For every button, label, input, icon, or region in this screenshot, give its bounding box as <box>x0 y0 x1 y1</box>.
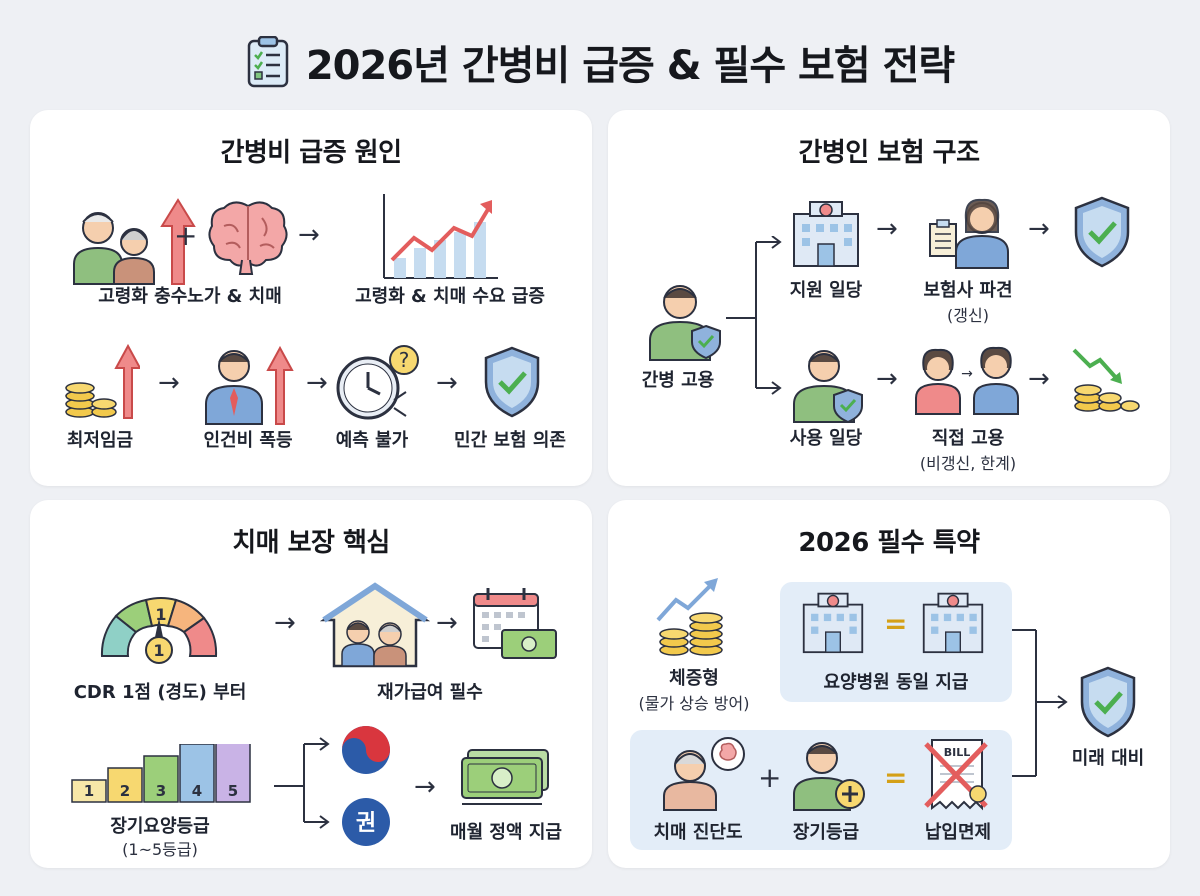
caregiver-hire-label: 간병 고용 <box>641 370 715 391</box>
page-header: 2026년 간병비 급증 & 필수 보험 전략 <box>0 30 1200 94</box>
aging-dementia-label: 고령화 충수노가 & 치매 <box>98 286 282 307</box>
arrow-right: → <box>298 220 320 250</box>
arrow-right: → <box>1028 214 1050 244</box>
panel-dementia-coverage: 치매 보장 핵심 1 1 CDR 1점 (경도) 부터 → → <box>30 500 592 868</box>
gauge-top-number: 1 <box>155 605 166 624</box>
merge-connector <box>1012 626 1072 786</box>
private-insurance-label: 민간 보험 의존 <box>454 430 566 451</box>
dispatch-sub-label: (갱신) <box>947 306 989 325</box>
shield-check-icon <box>1072 196 1132 268</box>
grade-step-label: 3 <box>156 782 166 800</box>
arrow-right: → <box>158 368 180 398</box>
arrow-right: → <box>1028 364 1050 394</box>
min-wage-label: 최저임금 <box>66 430 134 451</box>
gauge-needle-number: 1 <box>153 641 164 660</box>
bill-text: BILL <box>944 746 971 759</box>
grade-step-2 <box>107 767 143 803</box>
shield-check-icon <box>1078 666 1138 738</box>
caregiver-use-icon <box>788 344 868 424</box>
premium-waiver-label: 납입면제 <box>924 822 992 843</box>
cash-stack-icon <box>458 748 554 808</box>
brain-icon <box>204 196 292 276</box>
worker-rising-icon <box>198 342 298 426</box>
grade-step-1 <box>71 779 107 803</box>
plus-sign: + <box>174 219 198 252</box>
arrow-right: → <box>436 368 458 398</box>
panel-care-cost-causes: 간병비 급증 원인 + → <box>30 110 592 486</box>
gwon-text: 권 <box>356 811 376 836</box>
elderly-dementia-icon <box>660 736 746 812</box>
panel-title: 간병비 급증 원인 <box>220 138 402 168</box>
arrow-right: → <box>274 608 296 638</box>
grade-step-label: 2 <box>120 782 130 800</box>
branch-connector <box>726 236 786 396</box>
gwon-badge-icon: 권 <box>340 796 392 848</box>
demand-surge-label: 고령화 & 치매 수요 급증 <box>355 286 545 307</box>
dispatch-label: 보험사 파견 <box>923 280 1013 301</box>
panel-title: 간병인 보험 구조 <box>798 138 980 168</box>
increasing-coins-icon <box>654 576 738 658</box>
bill-waiver-icon: BILL <box>922 736 992 812</box>
coin-stack-rising-icon <box>60 342 140 422</box>
calendar-cash-icon <box>470 586 560 662</box>
caregiver-plus-icon <box>790 736 870 812</box>
direct-hire-icon: → <box>912 342 1022 416</box>
grade-sub-label: (1~5등급) <box>122 840 198 859</box>
nursing-hospital-label: 요양병원 동일 지급 <box>823 672 969 693</box>
arrow-right: → <box>876 364 898 394</box>
labor-cost-label: 인건비 폭등 <box>203 430 293 451</box>
hospital-icon <box>918 590 988 654</box>
care-grade-steps: 1 2 3 4 5 <box>70 744 252 806</box>
grade-step-5 <box>215 744 251 803</box>
clipboard-checklist-icon <box>246 36 290 88</box>
monthly-payment-label: 매월 정액 지급 <box>450 822 562 843</box>
grade-step-label: 1 <box>84 782 94 800</box>
panel-essential-riders: 2026 필수 특약 체증형 (물가 상승 방어) = <box>608 500 1170 868</box>
shield-check-icon <box>482 346 542 418</box>
future-prep-label: 미래 대비 <box>1071 748 1145 769</box>
taegeuk-emblem-icon <box>340 724 392 776</box>
insurer-dispatch-icon <box>924 194 1014 270</box>
cdr-gauge-icon: 1 1 <box>94 582 224 666</box>
arrow-right: → <box>306 368 328 398</box>
page-title: 2026년 간병비 급증 & 필수 보험 전략 <box>305 43 955 89</box>
increasing-type-label: 체증형 <box>669 668 719 689</box>
cdr-label: CDR 1점 (경도) 부터 <box>73 682 247 703</box>
caregiver-hire-icon <box>644 278 724 362</box>
arrow-right: → <box>414 772 436 802</box>
grade-label: 장기요양등급 <box>110 816 210 837</box>
grade-step-label: 4 <box>192 782 202 800</box>
hospital-icon <box>788 198 864 268</box>
long-term-grade-label: 장기등급 <box>792 822 860 843</box>
branch-connector <box>274 736 334 830</box>
grade-step-3 <box>143 755 179 803</box>
equals-sign: = <box>884 607 908 640</box>
support-daily-label: 지원 일당 <box>789 280 863 301</box>
grade-step-4 <box>179 744 215 803</box>
equals-sign: = <box>884 761 908 794</box>
dementia-diagnosis-label: 치매 진단도 <box>653 822 743 843</box>
arrow-right: → <box>436 608 458 638</box>
clock-question-icon: ? <box>332 342 422 426</box>
panel-title: 2026 필수 특약 <box>798 528 980 558</box>
panel-title: 치매 보장 핵심 <box>232 528 390 558</box>
increasing-type-sub-label: (물가 상승 방어) <box>638 694 750 713</box>
elderly-couple-icon <box>68 192 198 287</box>
use-daily-label: 사용 일당 <box>789 428 863 449</box>
unpredictable-label: 예측 불가 <box>335 430 409 451</box>
home-care-icon <box>320 582 430 668</box>
svg-text:?: ? <box>399 348 410 372</box>
direct-hire-sub-label: (비갱신, 한계) <box>919 454 1017 473</box>
plus-sign: + <box>758 761 782 794</box>
direct-hire-label: 직접 고용 <box>931 428 1005 449</box>
home-care-label: 재가급여 필수 <box>377 682 483 703</box>
arrow-right: → <box>876 214 898 244</box>
hospital-icon <box>798 590 868 654</box>
declining-coins-icon <box>1070 346 1140 414</box>
grade-step-label: 5 <box>228 782 238 800</box>
rising-bar-chart-icon <box>380 192 500 282</box>
panel-caregiver-insurance-structure: 간병인 보험 구조 간병 고용 <box>608 110 1170 486</box>
svg-text:→: → <box>961 366 973 382</box>
